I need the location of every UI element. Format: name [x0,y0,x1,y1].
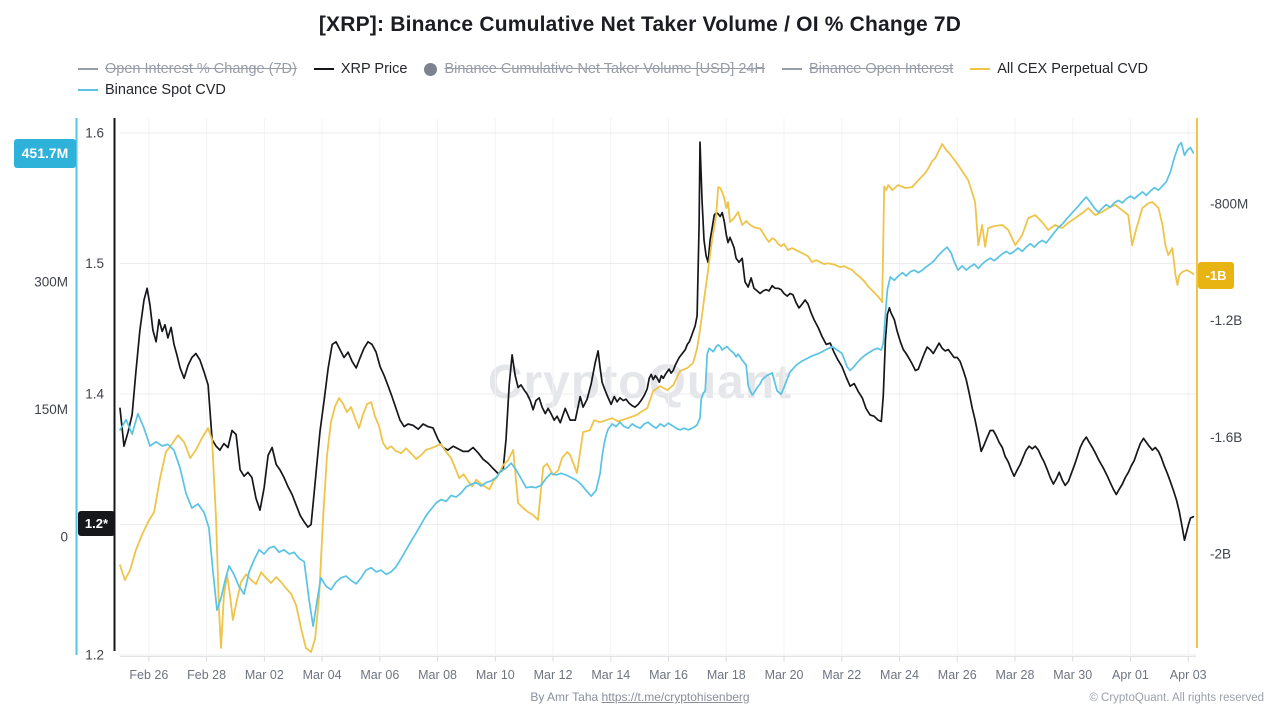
chart-title: [XRP]: Binance Cumulative Net Taker Volu… [318,13,962,36]
svg-text:150M: 150M [34,402,68,417]
legend-item-label: Binance Cumulative Net Taker Volume [USD… [444,61,765,77]
watermark: CryptoQuant [487,356,793,409]
svg-text:Mar 30: Mar 30 [1053,668,1092,682]
legend-dash-icon [781,68,802,70]
y-axis-labels: 300M 150M 0 1.6 1.5 1.4 1.2 -800M -1.2B -1.6B -2B [34,126,1248,663]
svg-text:Mar 18: Mar 18 [707,668,746,682]
x-axis [120,656,1196,662]
gridlines-horizontal [120,132,1196,656]
svg-text:-2B: -2B [1210,547,1231,562]
byline-prefix: By Amr Taha [530,690,602,704]
svg-text:Mar 16: Mar 16 [649,668,688,682]
spot-cvd-last-value-badge: 451.7M [14,138,76,168]
svg-text:0: 0 [60,530,68,545]
svg-text:Mar 28: Mar 28 [996,668,1035,682]
svg-text:Mar 20: Mar 20 [765,668,804,682]
series-line-binance-spot-cvd [119,141,1195,628]
series-line-all-cex-perpetual-cvd [119,143,1195,653]
svg-text:-1.2B: -1.2B [1210,313,1242,328]
svg-text:1.5: 1.5 [85,256,104,271]
svg-text:Mar 02: Mar 02 [245,668,284,682]
legend-row-2: Binance Spot CVD [78,82,1218,98]
copyright-notice: © CryptoQuant. All rights reserved [1089,692,1264,704]
legend-item-label: All CEX Perpetual CVD [997,61,1148,77]
svg-text:Mar 08: Mar 08 [418,668,457,682]
x-axis-labels: Feb 26 Feb 28 Mar 02 Mar 04 Mar 06 Mar 08 Mar … [129,668,1206,682]
svg-text:Mar 04: Mar 04 [303,668,342,682]
legend-dash-icon [313,68,334,70]
legend-item-label: Binance Open Interest [808,61,954,77]
perp-cvd-last-value-badge: -1B [1198,262,1234,289]
svg-text:1.6: 1.6 [85,126,104,141]
svg-text:Mar 22: Mar 22 [822,668,861,682]
byline: By Amr Taha https://t.me/cryptohisenberg [0,690,1280,704]
svg-text:-800M: -800M [1210,197,1248,212]
byline-link[interactable]: https://t.me/cryptohisenberg [601,690,750,704]
legend-item-label: Binance Spot CVD [105,82,226,98]
legend-item-binance-spot-cvd[interactable]: Binance Spot CVD [78,82,226,98]
legend-item-xrp-price[interactable]: XRP Price [313,61,408,77]
legend-dash-icon [78,68,98,70]
legend-row-1: Open Interest % Change (7D) XRP Price Bina… [78,61,1218,77]
svg-text:300M: 300M [34,274,68,289]
gridlines-vertical [148,118,1189,655]
legend-item-binance-cumulative-net-taker-volume-usd-24h[interactable]: Binance Cumulative Net Taker Volume [USD… [424,61,765,77]
legend-item-open-interest-change-7d[interactable]: Open Interest % Change (7D) [78,61,297,77]
svg-text:Mar 12: Mar 12 [534,668,573,682]
legend-item-label: XRP Price [340,61,408,77]
svg-text:Mar 10: Mar 10 [476,668,515,682]
svg-text:Feb 28: Feb 28 [187,668,226,682]
y-axis-lines [75,118,1198,655]
svg-text:Mar 24: Mar 24 [880,668,919,682]
svg-text:1.2: 1.2 [85,648,104,663]
legend-dash-icon [78,89,98,91]
legend: Open Interest % Change (7D) XRP Price Bina… [78,61,1218,103]
series-line-xrp-price [119,141,1195,542]
legend-item-binance-open-interest[interactable]: Binance Open Interest [781,61,954,77]
svg-text:Feb 26: Feb 26 [129,668,168,682]
legend-circle-icon [424,62,438,76]
svg-text:-1.6B: -1.6B [1210,430,1242,445]
price-last-value-badge: 1.2* [78,510,115,536]
svg-text:Apr 03: Apr 03 [1170,668,1207,682]
legend-dash-icon [970,68,991,70]
svg-text:Mar 06: Mar 06 [360,668,399,682]
legend-item-all-cex-perpetual-cvd[interactable]: All CEX Perpetual CVD [970,61,1148,77]
svg-text:1.4: 1.4 [85,387,104,402]
svg-text:Mar 26: Mar 26 [938,668,977,682]
legend-item-label: Open Interest % Change (7D) [105,61,297,77]
svg-text:Apr 01: Apr 01 [1112,668,1149,682]
svg-text:Mar 14: Mar 14 [591,668,630,682]
